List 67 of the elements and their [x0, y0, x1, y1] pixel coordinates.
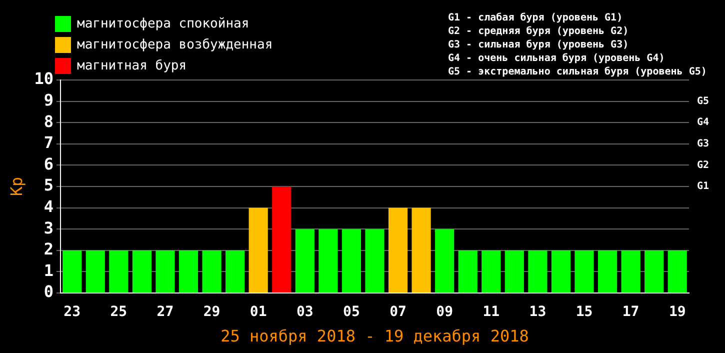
y-tick-label: 0 — [44, 282, 54, 302]
x-axis-title: 25 ноября 2018 - 19 декабря 2018 — [220, 326, 529, 346]
bar — [342, 229, 361, 292]
y-tick-label: 4 — [44, 196, 54, 216]
text: G4 - очень сильная буря (уровень G4) — [448, 53, 665, 64]
bar — [504, 250, 524, 292]
bar — [109, 250, 128, 292]
y-tick-label: 5 — [44, 176, 54, 195]
x-tick-label: 25 — [110, 304, 128, 320]
text: G5 - экстремально сильная буря (уровень G5) — [448, 66, 707, 78]
x-tick-label: 17 — [622, 304, 640, 320]
x-tick-label: 11 — [482, 304, 500, 320]
text: G5 — [697, 96, 710, 107]
bar — [668, 250, 687, 292]
bar — [86, 250, 105, 292]
x-tick-label: 27 — [156, 304, 174, 320]
bar — [365, 229, 384, 292]
y-axis-title: Kp — [6, 176, 26, 196]
text: G2 — [697, 160, 710, 171]
bar — [202, 250, 222, 292]
bar — [458, 250, 478, 292]
text: G4 — [697, 117, 710, 128]
bar — [318, 229, 338, 292]
bar — [598, 250, 618, 292]
text: G2 - средняя буря (уровень G2) — [448, 26, 629, 38]
x-tick-label: 29 — [203, 304, 220, 320]
x-tick-label: 15 — [576, 304, 593, 320]
text: G3 — [697, 138, 710, 150]
x-tick-label: 05 — [343, 304, 360, 320]
legend-label: магнитосфера возбужденная — [77, 37, 273, 52]
bar — [226, 250, 245, 292]
y-tick-label: 8 — [44, 112, 54, 131]
y-tick-label: 10 — [34, 69, 54, 88]
x-tick-label: 01 — [250, 304, 267, 320]
bar — [156, 250, 175, 292]
y-tick-label: 9 — [44, 90, 54, 110]
text: G1 — [697, 181, 710, 192]
y-tick-label: 6 — [44, 154, 54, 174]
bar — [132, 250, 152, 292]
y-tick-label: 1 — [44, 260, 54, 280]
bar — [435, 229, 454, 292]
bar — [551, 250, 571, 292]
legend-label: магнитная буря — [77, 58, 187, 74]
y-tick-label: 7 — [44, 133, 54, 152]
bar — [621, 250, 640, 292]
x-tick-label: 19 — [668, 304, 686, 320]
bar — [412, 208, 431, 292]
x-tick-label: 03 — [296, 304, 314, 320]
y-tick-label: 2 — [44, 240, 54, 259]
bar — [295, 229, 314, 292]
bar — [528, 250, 548, 292]
y-tick-label: 3 — [44, 218, 54, 238]
x-tick-label: 23 — [64, 304, 81, 320]
bar — [62, 250, 82, 292]
text: G1 - слабая буря (уровень G1) — [448, 12, 623, 24]
bar — [272, 186, 292, 292]
x-tick-label: 09 — [436, 304, 453, 320]
legend-label: магнитосфера спокойная — [77, 16, 250, 32]
bar — [388, 208, 408, 292]
bar — [482, 250, 501, 292]
bar — [644, 250, 664, 292]
text: G3 - сильная буря (уровень G3) — [448, 40, 629, 51]
bar — [574, 250, 594, 292]
x-tick-label: 13 — [529, 304, 546, 320]
x-tick-label: 07 — [390, 304, 406, 320]
bar — [178, 250, 198, 292]
bar — [248, 208, 268, 292]
